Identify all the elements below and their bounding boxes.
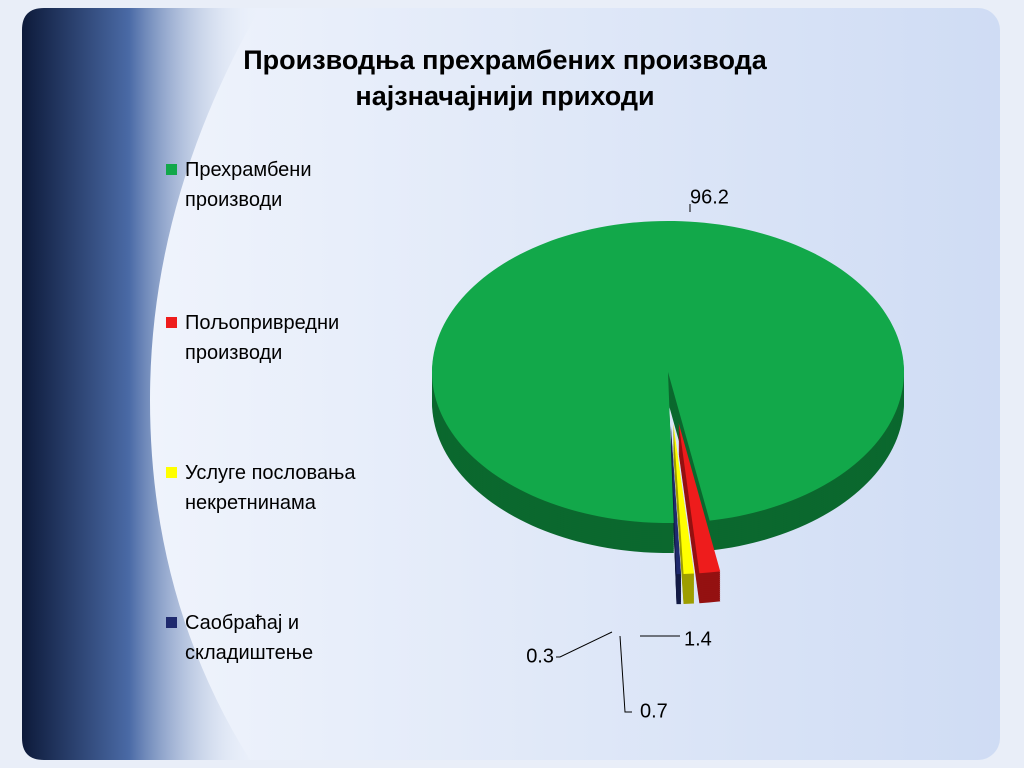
legend-item: Пољопривредни производи (166, 308, 396, 368)
leader-line (619, 635, 632, 713)
data-label: 0.3 (526, 645, 554, 667)
legend-label: Саобраћај и складиштење (185, 612, 314, 664)
legend-swatch (166, 164, 177, 175)
slice (670, 423, 681, 575)
slice (431, 220, 904, 524)
legend-label: Услуге пословања некретнинама (185, 462, 356, 514)
legend-item: Саобраћај и складиштење (166, 608, 396, 668)
slice (678, 422, 721, 574)
legend-swatch (166, 317, 177, 328)
legend-swatch (166, 467, 177, 478)
legend-item: Услуге пословања некретнинама (166, 458, 396, 518)
slice (673, 423, 695, 574)
data-label: 1.4 (684, 628, 712, 650)
leader-line (556, 631, 613, 658)
data-label: 96.2 (690, 186, 729, 208)
legend-label: Пољопривредни производи (185, 312, 340, 364)
decoration (22, 8, 260, 760)
chart-title: Производња прехрамбених производа најзна… (243, 45, 767, 111)
legend-item: Прехрамбени производи (166, 155, 396, 215)
legend-swatch (166, 617, 177, 628)
legend-label: Прехрамбени производи (185, 159, 312, 211)
pie: 96.2 1.4 0.7 0.3 (431, 186, 904, 722)
data-label: 0.7 (640, 700, 668, 722)
